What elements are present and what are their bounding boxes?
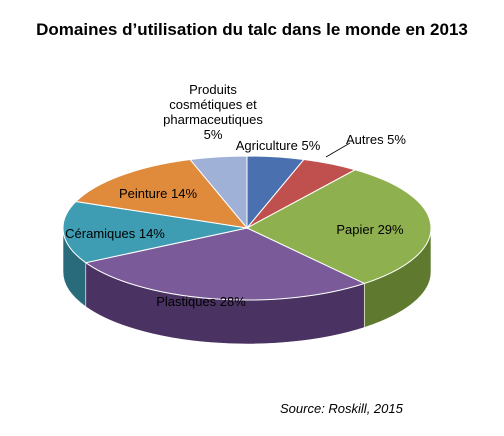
slice-label: Peinture 14% (119, 186, 197, 201)
source-note: Source: Roskill, 2015 (280, 401, 403, 416)
leader-line-autres (325, 142, 351, 158)
slice-label: Céramiques 14% (65, 226, 165, 241)
pie-slice-plastiques (84, 227, 366, 301)
slice-label: Agriculture 5% (236, 138, 321, 153)
slice-label: Papier 29% (336, 222, 404, 237)
slice-label: Autres 5% (346, 132, 406, 147)
pie-slice-c-ramiques (62, 200, 248, 264)
pie-slice-papier (245, 169, 432, 285)
chart-title: Domaines d’utilisation du talc dans le m… (36, 20, 468, 39)
slice-label: Produits cosmétiques et pharmaceutiques 5% (163, 82, 263, 142)
pie-slice-produits-cosm-tiques-et-pharmaceutiques (189, 155, 248, 230)
slice-label: Plastiques 28% (156, 294, 246, 309)
